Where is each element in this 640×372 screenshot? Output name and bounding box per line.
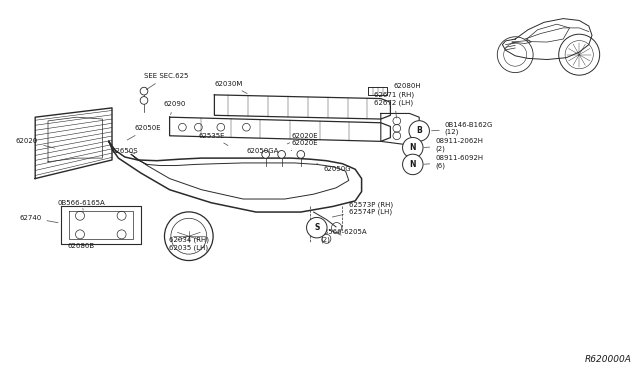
Text: 62080H: 62080H <box>387 83 421 91</box>
Circle shape <box>322 234 331 243</box>
Text: 62671 (RH)
62672 (LH): 62671 (RH) 62672 (LH) <box>374 92 415 118</box>
Circle shape <box>307 217 327 238</box>
Text: 08911-2062H
(2): 08911-2062H (2) <box>424 138 483 152</box>
Circle shape <box>262 151 269 158</box>
Text: S: S <box>314 223 319 232</box>
Circle shape <box>409 121 429 141</box>
Text: 62050E: 62050E <box>127 125 161 140</box>
Text: 62030M: 62030M <box>214 81 247 94</box>
Text: B: B <box>417 126 422 135</box>
Text: 08911-6092H
(6): 08911-6092H (6) <box>424 155 483 169</box>
Text: 62020E: 62020E <box>291 140 318 151</box>
Text: 62573P (RH)
62574P (LH): 62573P (RH) 62574P (LH) <box>332 201 393 217</box>
Text: N: N <box>410 160 416 169</box>
Text: 62050GA: 62050GA <box>246 148 279 154</box>
Text: R620000A: R620000A <box>585 355 632 364</box>
Text: 62680B: 62680B <box>67 243 94 248</box>
Circle shape <box>403 154 423 175</box>
Circle shape <box>140 87 148 95</box>
Circle shape <box>140 97 148 104</box>
Text: 62740: 62740 <box>19 215 58 223</box>
Text: 62650S: 62650S <box>112 148 139 154</box>
Circle shape <box>278 151 285 158</box>
Text: N: N <box>410 143 416 152</box>
Text: 62020: 62020 <box>16 138 55 148</box>
Text: 0B566-6205A
(2): 0B566-6205A (2) <box>320 230 367 243</box>
Text: 62090: 62090 <box>163 101 186 115</box>
Circle shape <box>297 151 305 158</box>
Text: 62050G: 62050G <box>317 164 351 172</box>
Text: 62034 (RH)
62035 (LH): 62034 (RH) 62035 (LH) <box>169 237 209 251</box>
Text: 62535E: 62535E <box>198 133 228 145</box>
Text: 0B146-B162G
(12): 0B146-B162G (12) <box>431 122 493 135</box>
Text: SEE SEC.625: SEE SEC.625 <box>144 73 189 90</box>
Circle shape <box>403 137 423 158</box>
Text: 62020E: 62020E <box>287 133 318 144</box>
Text: 0B566-6165A: 0B566-6165A <box>58 200 106 210</box>
